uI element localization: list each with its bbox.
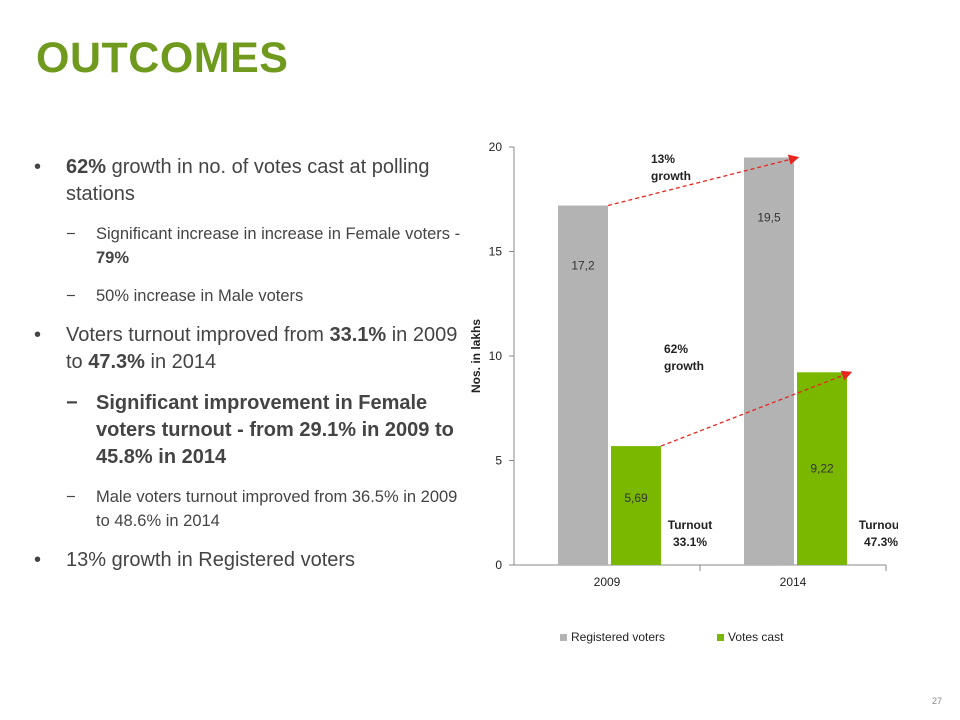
chart-legend: Registered voters Votes cast [560,630,783,644]
sub-item-male-increase: − 50% increase in Male voters [66,284,462,308]
bullet-marker: • [34,549,42,571]
sub-list: − Significant improvement in Female vote… [66,390,462,533]
bullet-votes-growth: • 62% growth in no. of votes cast at pol… [32,154,462,308]
legend-item-votes: Votes cast [717,630,783,644]
registered-growth-text: 13% growth in Registered voters [66,549,356,571]
sub-item-female-turnout: − Significant improvement in Female vote… [66,390,462,471]
y-tick-label: 0 [495,558,502,572]
bullet-list: • 62% growth in no. of votes cast at pol… [32,154,462,588]
bar-chart: 0 5 10 15 20 Nos. in lakhs 2009 17,2 5,69 2014 19,… [469,140,898,589]
turnout-2014-value: 47.3% [88,351,145,373]
turnout-2014-annotation: 47.3% [864,535,898,549]
slide-title: OUTCOMES [36,34,289,82]
votes-growth-percent: 62% [66,156,107,178]
legend-item-registered: Registered voters [560,630,665,644]
legend-label-registered: Registered voters [571,630,666,644]
data-label: 19,5 [757,210,781,224]
turnout-2009-annotation: Turnout [668,518,712,532]
sub-item-female-increase: − Significant increase in increase in Fe… [66,222,462,270]
dash-marker: − [66,392,78,414]
bar-registered-voters [558,205,608,565]
data-label: 9,22 [810,462,834,476]
turnout-text-post: in 2014 [144,351,217,373]
y-tick-label: 5 [495,454,502,468]
turnout-2014-annotation: Turnout [859,518,898,532]
page-number: 27 [931,696,942,706]
male-increase-text: 50% increase in Male voters [96,287,304,305]
data-label: 5,69 [624,491,648,505]
bullet-marker: • [34,324,42,346]
bullet-registered-growth: • 13% growth in Registered voters [32,547,462,574]
female-increase-percent: 79% [96,249,130,267]
sub-item-male-turnout: − Male voters turnout improved from 36.5… [66,485,462,533]
turnout-2009-value: 33.1% [329,324,387,346]
x-tick-label: 2014 [780,575,807,589]
y-tick-label: 20 [489,140,503,154]
y-axis-label: Nos. in lakhs [469,319,483,393]
dash-marker: − [66,225,76,243]
registered-growth-arrow [607,154,800,207]
votes-growth-annotation: 62% [664,342,688,356]
dash-marker: − [66,287,76,305]
female-increase-text: Significant increase in increase in Fema… [96,225,461,243]
sub-list: − Significant increase in increase in Fe… [66,222,462,308]
turnout-2009-annotation: 33.1% [673,535,707,549]
dash-marker: − [66,488,76,506]
bullet-marker: • [34,156,42,178]
male-turnout-text: Male voters turnout improved from 36.5% … [96,488,458,530]
data-label: 17,2 [571,259,595,273]
female-turnout-text: Significant improvement in Female voters… [96,392,454,468]
votes-growth-arrow [660,370,853,447]
turnout-text-mid: in 2009 to [66,324,458,373]
bar-votes-cast [611,446,661,565]
y-tick-label: 15 [489,245,503,259]
votes-growth-text: growth in no. of votes cast at polling s… [66,156,430,205]
votes-growth-annotation: growth [664,359,704,373]
legend-swatch-votes [717,633,725,641]
legend-label-votes: Votes cast [728,630,784,644]
turnout-text-pre: Voters turnout improved from [66,324,330,346]
registered-growth-annotation: 13% [651,152,675,166]
registered-growth-annotation: growth [651,169,691,183]
bar-votes-cast [797,372,847,565]
bar-registered-voters [744,157,794,565]
bullet-turnout: • Voters turnout improved from 33.1% in … [32,322,462,533]
legend-swatch-registered [560,633,567,641]
y-tick-label: 10 [489,349,503,363]
x-tick-label: 2009 [594,575,621,589]
